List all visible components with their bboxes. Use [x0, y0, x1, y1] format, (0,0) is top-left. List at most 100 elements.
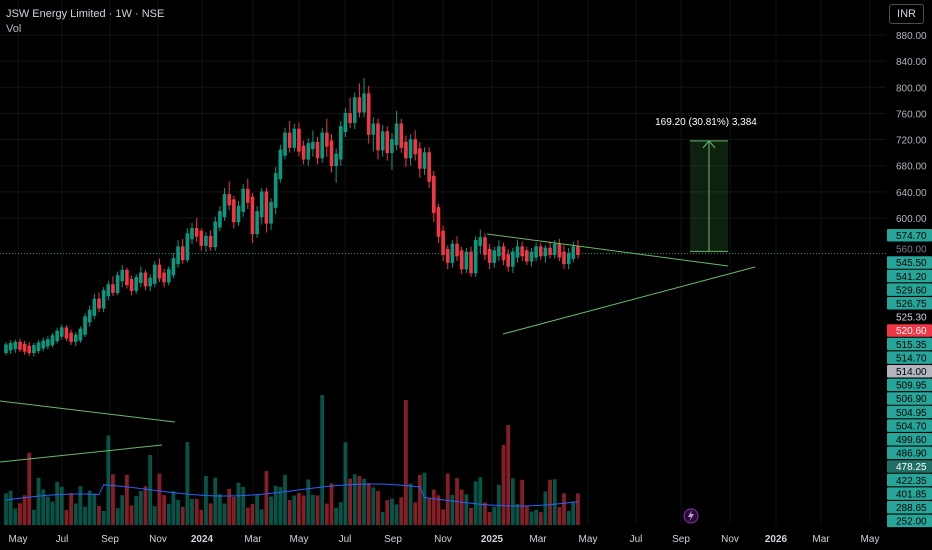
volume-bar [362, 478, 366, 525]
volume-bar [548, 479, 552, 525]
volume-bar [483, 502, 487, 525]
trendline-upper-triangle [486, 233, 729, 267]
volume-bar [231, 496, 236, 525]
candle-body [259, 191, 264, 218]
candle-body [101, 290, 106, 309]
y-tick-label: 880.00 [896, 31, 927, 42]
currency-button[interactable]: INR [889, 4, 924, 24]
x-tick-label: Jul [630, 534, 643, 545]
y-tick-label: 760.00 [896, 109, 927, 120]
candle-body [73, 334, 78, 342]
candle-body [27, 345, 32, 354]
volume-bar [125, 474, 129, 525]
price-label: 499.60 [896, 435, 927, 446]
volume-bar [64, 509, 69, 525]
candle-body [325, 132, 329, 147]
price-label: 541.20 [896, 272, 927, 283]
x-tick-label: Nov [721, 534, 739, 545]
volume-bar [422, 472, 427, 525]
volume-bar [18, 503, 22, 525]
volume-ma-line [5, 483, 579, 507]
volume-bar [315, 495, 320, 525]
volume-bar [473, 481, 478, 525]
volume-bar [143, 486, 148, 525]
price-label: 288.65 [896, 503, 927, 514]
candle-body [246, 188, 250, 203]
candle-body [8, 343, 13, 351]
volume-bar [180, 506, 185, 525]
volume-bar [157, 473, 162, 525]
candle-body [287, 132, 292, 148]
candle-body [352, 97, 357, 123]
candle-body [92, 298, 97, 316]
volume-bar [408, 483, 413, 525]
candle-body [529, 251, 534, 262]
candle-body [534, 246, 538, 258]
candle-body [571, 246, 576, 259]
candle-body [120, 269, 125, 282]
candle-body [562, 251, 566, 265]
x-tick-label: May [861, 534, 880, 545]
candle-body [222, 194, 227, 218]
price-label: 504.70 [896, 421, 927, 432]
price-label-box [887, 446, 932, 460]
candle-body [445, 248, 450, 263]
candle-body [111, 284, 115, 293]
volume-bar [236, 482, 241, 525]
price-label-box [887, 297, 932, 310]
candles [4, 78, 580, 357]
candle-body [18, 341, 22, 350]
price-label-box [887, 269, 932, 283]
x-tick-label: Nov [434, 534, 452, 545]
volume-bar [380, 512, 385, 525]
price-label: 504.95 [896, 408, 927, 419]
price-label-box [887, 501, 932, 514]
volume-bar [287, 500, 292, 525]
candle-body [408, 139, 413, 159]
candle-body [497, 246, 501, 257]
volume-bar [557, 507, 562, 525]
candle-body [455, 243, 459, 257]
price-label: 520.60 [896, 326, 927, 337]
price-label: 422.35 [896, 476, 927, 487]
volume-bar [520, 479, 525, 525]
price-label-box [887, 378, 932, 392]
candle-body [4, 344, 8, 354]
volume-bar [255, 494, 259, 525]
volume-bar [385, 500, 390, 525]
candle-body [297, 128, 301, 152]
candle-body [459, 250, 464, 270]
price-label-box [887, 460, 932, 473]
volume-bar [59, 486, 64, 525]
volume-bar [427, 498, 432, 525]
candle-body [538, 246, 543, 257]
candle-body [413, 139, 417, 155]
candle-body [478, 237, 483, 246]
price-label: 506.90 [896, 394, 927, 405]
volume-bar [464, 494, 469, 525]
candle-body [78, 328, 83, 341]
price-label: 545.50 [896, 258, 927, 269]
volume-bar [566, 510, 571, 525]
volume-bar [106, 435, 111, 525]
volume-bar [510, 478, 515, 525]
candle-body [301, 145, 306, 160]
price-label-box [887, 433, 932, 446]
price-label-box [887, 256, 932, 269]
candle-body [125, 269, 129, 286]
measure-label: 169.20 (30.81%) 3,384 [655, 117, 757, 128]
candle-body [473, 239, 478, 274]
trendline-drawings[interactable] [0, 140, 756, 463]
volume-bar [278, 487, 283, 525]
volume-bar [469, 507, 473, 525]
volume-bar [371, 487, 376, 525]
candle-body [394, 123, 399, 146]
candle-body [385, 131, 390, 154]
candle-body [153, 264, 157, 284]
volume-bar [390, 498, 394, 525]
volume-bar [334, 507, 339, 525]
price-label: 526.75 [896, 299, 927, 310]
volume-bar [204, 475, 208, 525]
price-label-box [887, 392, 932, 405]
